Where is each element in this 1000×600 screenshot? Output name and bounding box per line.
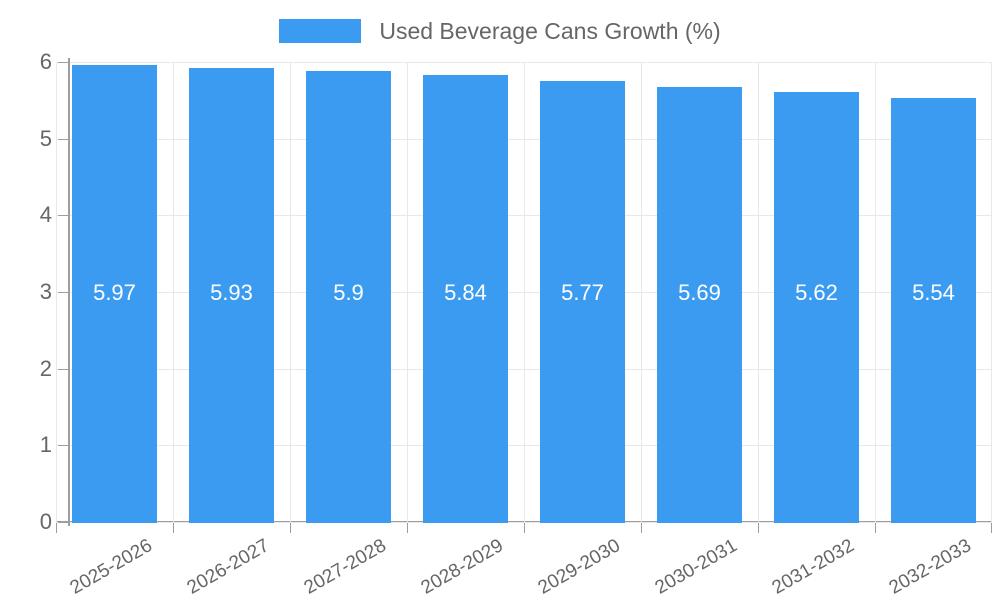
legend-label[interactable]: Used Beverage Cans Growth (%) [379,17,721,44]
x-axis-tick-mark [875,523,876,533]
y-axis-tick-label: 5 [39,125,52,151]
bar[interactable]: 5.97 [72,65,157,523]
bar[interactable]: 5.9 [306,70,391,523]
bar-value-label: 5.62 [795,280,838,305]
plot-area: 5.97 5.93 5.9 5.84 5.77 5.69 5.62 5.54 [56,62,992,523]
gridline-vertical [758,62,759,522]
y-axis-tick-label: 3 [39,279,52,304]
x-axis-tick-mark [56,523,57,533]
gridline-vertical [641,62,642,522]
x-axis-tick-label: 2032-2033 [885,535,975,599]
y-axis-tick-label: 4 [39,202,52,228]
y-axis-tick-mark [58,522,70,523]
y-axis-tick-label: 0 [39,509,52,534]
y-axis-tick-mark [58,62,70,63]
bar-value-label: 5.97 [93,280,136,305]
y-axis-tick-label: 6 [39,49,52,74]
bar-value-label: 5.54 [912,280,955,305]
bar-value-label: 5.77 [561,280,604,305]
gridline-vertical [407,62,408,522]
y-axis-tick-labels: 0 1 2 3 4 5 6 [0,0,52,600]
x-axis-tick-label: 2026-2027 [183,535,273,599]
x-axis-tick-label: 2025-2026 [66,535,156,599]
bar-value-label: 5.84 [444,280,487,305]
y-axis-tick-mark [58,445,70,447]
gridline-vertical [290,62,291,522]
bar[interactable]: 5.62 [774,92,859,523]
legend-color-swatch [279,19,362,43]
bar[interactable]: 5.93 [189,68,274,523]
y-axis-tick-mark [58,292,70,293]
gridline-vertical [173,62,174,522]
x-axis-tick-mark [641,523,642,533]
y-axis-tick-label: 1 [39,432,52,458]
bar[interactable]: 5.69 [657,86,742,523]
gridline-horizontal [56,522,992,523]
x-axis-tick-label: 2027-2028 [300,535,390,599]
x-axis-tick-mark [407,523,408,533]
bar[interactable]: 5.84 [423,75,508,523]
x-axis-tick-mark [290,523,291,533]
y-axis-tick-mark [58,215,70,217]
x-axis-tick-label: 2028-2029 [417,535,507,599]
bar-value-label: 5.93 [210,280,253,305]
gridline-vertical [524,62,525,522]
x-axis-tick-mark [173,523,174,533]
bar-value-label: 5.9 [333,280,364,305]
gridline-vertical [875,62,876,522]
x-axis-tick-mark [524,523,525,533]
bar-value-label: 5.69 [678,280,721,305]
x-axis-tick-label: 2030-2031 [651,535,741,599]
gridline-vertical [991,62,992,522]
y-axis-tick-mark [58,138,70,140]
chart-legend: Used Beverage Cans Growth (%) [0,8,1000,54]
x-axis-tick-label: 2029-2030 [534,535,624,599]
bar[interactable]: 5.77 [540,80,625,523]
y-axis-tick-mark [58,368,70,370]
y-axis-tick-label: 2 [39,355,52,381]
x-axis-tick-mark [758,523,759,533]
bar[interactable]: 5.54 [891,98,976,523]
x-axis-tick-label: 2031-2032 [768,535,858,599]
x-axis-tick-mark [991,523,992,533]
gridline-vertical [56,62,57,522]
